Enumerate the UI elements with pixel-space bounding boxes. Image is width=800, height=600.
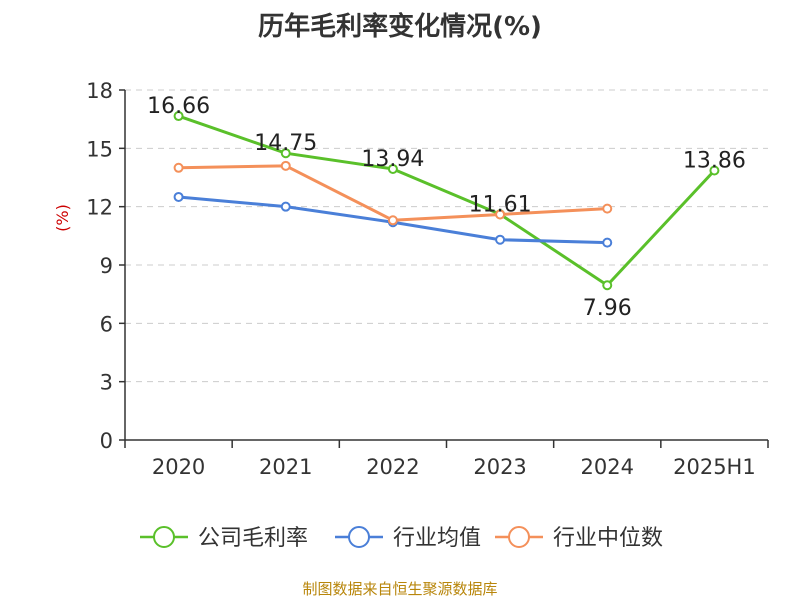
legend-item[interactable]: 行业中位数 xyxy=(495,526,663,551)
data-point xyxy=(173,191,184,202)
x-tick-label: 2022 xyxy=(366,455,419,479)
y-tick-label: 18 xyxy=(86,79,113,103)
series-line-2 xyxy=(178,164,608,222)
data-point xyxy=(387,163,398,174)
data-point xyxy=(280,201,291,212)
series-line-0 xyxy=(178,114,716,287)
data-point xyxy=(709,165,720,176)
legend-label: 行业均值 xyxy=(393,526,481,551)
data-label: 13.86 xyxy=(683,149,746,174)
y-tick-label: 9 xyxy=(100,254,113,278)
y-tick-label: 3 xyxy=(100,371,113,395)
x-tick-label: 2021 xyxy=(259,455,312,479)
data-point xyxy=(495,234,506,245)
legend-label: 公司毛利率 xyxy=(198,526,308,551)
data-label: 13.94 xyxy=(361,147,424,172)
x-tick-label: 2024 xyxy=(581,455,634,479)
data-point xyxy=(387,215,398,226)
legend-label: 行业中位数 xyxy=(553,526,663,551)
x-tick-label: 2023 xyxy=(473,455,526,479)
data-labels: 16.66 14.75 13.94 11.61 7.96 13.86 xyxy=(147,94,746,321)
y-tick-label: 15 xyxy=(86,137,113,161)
data-point xyxy=(280,148,291,159)
x-tick-label: 2025H1 xyxy=(673,455,756,479)
source-note: 制图数据来自恒生聚源数据库 xyxy=(302,580,498,598)
y-tick-label: 6 xyxy=(100,312,113,336)
data-point xyxy=(602,237,613,248)
data-point xyxy=(173,111,184,122)
y-axis-unit-label: (%) xyxy=(53,204,72,232)
data-point xyxy=(602,280,613,291)
legend: 公司毛利率 行业均值 行业中位数 xyxy=(140,526,663,551)
data-label: 14.75 xyxy=(254,131,317,156)
legend-swatch-marker xyxy=(153,526,175,548)
chart-title: 历年毛利率变化情况(%) xyxy=(258,12,542,42)
legend-item[interactable]: 公司毛利率 xyxy=(140,526,308,551)
x-tick-label: 2020 xyxy=(152,455,205,479)
grid-lines xyxy=(125,89,768,383)
y-tick-label: 12 xyxy=(86,196,113,220)
series-lines xyxy=(173,111,720,291)
legend-swatch-marker xyxy=(348,526,370,548)
data-label: 7.96 xyxy=(583,296,632,321)
data-label: 11.61 xyxy=(469,192,532,217)
axes: 0 3 6 9 12 15 18 2020 2021 2022 2023 2024 2025H1 (%) xyxy=(53,79,769,479)
data-point xyxy=(495,209,506,220)
legend-swatch-marker xyxy=(508,526,530,548)
data-point xyxy=(602,203,613,214)
data-point xyxy=(280,160,291,171)
y-tick-label: 0 xyxy=(100,429,113,453)
legend-item[interactable]: 行业均值 xyxy=(335,526,481,551)
data-point xyxy=(173,162,184,173)
data-label: 16.66 xyxy=(147,94,210,119)
